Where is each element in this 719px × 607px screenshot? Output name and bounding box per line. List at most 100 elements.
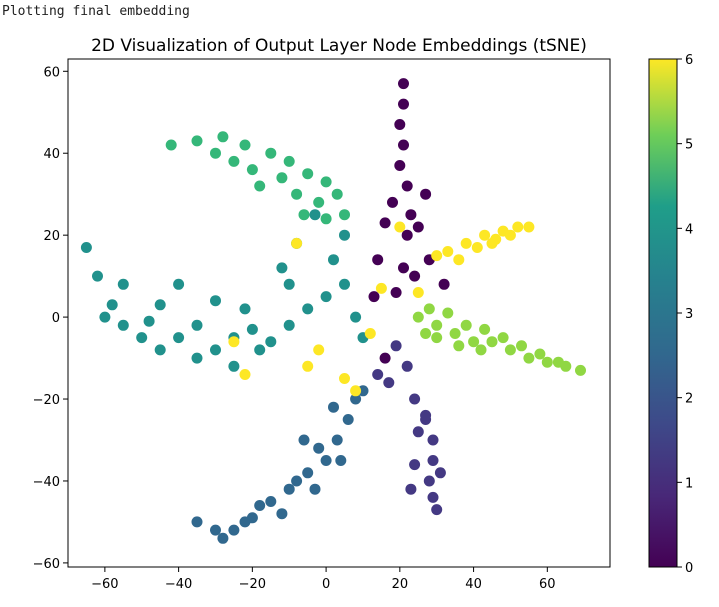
point-class-5-21 <box>420 328 432 339</box>
point-class-4-7 <box>320 176 332 188</box>
point-class-3-24 <box>99 311 111 323</box>
point-class-3-19 <box>339 229 350 241</box>
point-class-5-12 <box>460 319 472 331</box>
point-class-3-26 <box>143 315 155 327</box>
point-class-5-2 <box>449 328 461 339</box>
point-class-3-6 <box>173 332 185 344</box>
point-class-3-14 <box>320 291 332 303</box>
point-class-6-2 <box>479 229 491 241</box>
colorbar <box>648 58 678 568</box>
point-class-5-19 <box>453 340 465 352</box>
point-class-5-9 <box>575 364 586 376</box>
point-class-2-2 <box>228 524 240 536</box>
point-class-6-1 <box>460 237 472 249</box>
point-class-6-17 <box>339 373 350 384</box>
y-tick-label: 60 <box>43 65 60 80</box>
point-class-3-0 <box>80 242 92 253</box>
point-class-4-4 <box>265 147 277 159</box>
point-class-0-10 <box>401 229 413 241</box>
point-class-0-0 <box>398 78 409 90</box>
point-class-1-12 <box>412 426 424 438</box>
point-class-3-10 <box>246 323 258 335</box>
point-class-2-21 <box>298 434 310 446</box>
point-class-5-6 <box>523 352 535 364</box>
point-class-3-22 <box>210 295 221 307</box>
point-class-6-5 <box>523 221 535 233</box>
x-axis: −60 −40 −20 0 20 40 60 <box>91 567 556 592</box>
point-class-0-14 <box>372 254 384 266</box>
point-class-3-4 <box>136 332 148 344</box>
point-class-4-2 <box>217 131 229 143</box>
point-class-2-14 <box>328 401 339 413</box>
point-class-3-28 <box>228 360 240 372</box>
point-class-2-17 <box>217 532 229 544</box>
point-class-4-5 <box>283 155 295 167</box>
point-class-4-6 <box>302 168 314 180</box>
point-class-3-15 <box>339 278 350 290</box>
point-class-1-8 <box>420 409 432 421</box>
point-class-6-7 <box>471 242 483 253</box>
point-class-2-4 <box>265 496 277 507</box>
point-class-3-30 <box>283 278 295 290</box>
point-class-4-14 <box>210 147 221 159</box>
point-class-0-17 <box>438 278 450 290</box>
point-class-3-32 <box>350 311 362 323</box>
point-class-5-17 <box>552 356 564 368</box>
point-class-3-17 <box>276 262 288 274</box>
point-class-4-10 <box>246 164 258 176</box>
point-class-5-15 <box>516 340 527 352</box>
point-class-3-8 <box>210 344 221 356</box>
point-class-3-23 <box>239 303 251 315</box>
point-class-0-6 <box>387 196 398 208</box>
point-class-3-29 <box>254 344 266 356</box>
y-tick-label: −40 <box>33 475 60 490</box>
point-class-1-0 <box>401 360 413 372</box>
point-class-0-1 <box>398 98 409 110</box>
point-class-5-11 <box>442 307 454 319</box>
colorbar-tick-label: 5 <box>685 138 693 153</box>
point-class-6-22 <box>291 237 303 249</box>
point-class-1-13 <box>434 467 446 479</box>
point-class-6-11 <box>486 237 498 249</box>
point-class-5-13 <box>479 323 491 335</box>
point-class-5-3 <box>468 336 480 348</box>
point-class-1-14 <box>409 459 421 471</box>
point-class-0-15 <box>390 287 402 298</box>
point-class-6-21 <box>350 385 362 397</box>
point-class-6-0 <box>442 246 454 257</box>
point-class-6-6 <box>453 254 465 266</box>
point-class-1-15 <box>405 483 417 495</box>
colorbar-tick-label: 2 <box>685 392 693 407</box>
point-class-2-12 <box>291 475 303 487</box>
y-tick-label: −20 <box>33 393 60 408</box>
point-class-0-12 <box>398 262 409 274</box>
point-class-1-6 <box>427 491 439 503</box>
point-class-3-11 <box>265 336 277 348</box>
point-class-0-5 <box>401 180 413 192</box>
point-class-1-3 <box>427 434 439 446</box>
point-class-2-7 <box>320 455 332 466</box>
x-tick-label: 40 <box>465 577 482 592</box>
point-class-6-19 <box>375 282 387 294</box>
y-tick-label: 0 <box>52 311 60 326</box>
point-class-0-9 <box>379 217 391 229</box>
point-class-2-18 <box>309 483 321 495</box>
point-class-2-10 <box>350 393 362 405</box>
point-class-4-3 <box>239 139 251 151</box>
point-class-3-3 <box>117 319 129 331</box>
point-class-2-19 <box>335 455 347 466</box>
y-axis: −60 −40 −20 0 20 40 60 <box>33 65 68 572</box>
point-class-5-1 <box>431 319 443 331</box>
point-class-0-8 <box>420 188 432 200</box>
point-class-3-21 <box>173 278 185 290</box>
point-class-4-15 <box>228 155 240 167</box>
y-tick-label: 20 <box>43 229 60 244</box>
point-class-1-11 <box>383 377 395 389</box>
point-class-6-20 <box>302 360 314 372</box>
colorbar-tick-label: 1 <box>685 476 693 491</box>
point-class-5-5 <box>504 344 516 356</box>
x-tick-label: 0 <box>322 577 330 592</box>
point-class-5-18 <box>431 332 443 344</box>
point-class-4-0 <box>165 139 177 151</box>
point-class-2-8 <box>331 434 343 446</box>
